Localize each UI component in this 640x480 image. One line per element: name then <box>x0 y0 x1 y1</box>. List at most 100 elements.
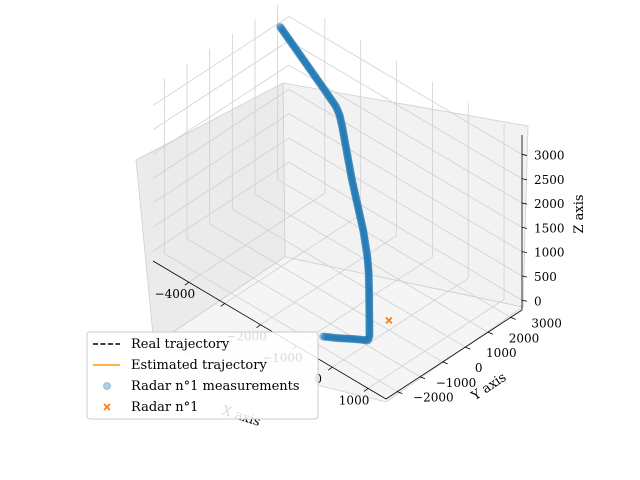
y-tick-label-4: 2000 <box>509 331 540 345</box>
measurement-point-69 <box>334 108 343 117</box>
measurement-point-142 <box>356 215 365 224</box>
measurement-point-68 <box>333 106 342 115</box>
measurement-point-97 <box>343 149 352 158</box>
measurement-point-227 <box>359 335 368 344</box>
measurement-point-219 <box>365 329 374 338</box>
measurement-point-134 <box>354 203 363 212</box>
measurement-point-176 <box>364 265 373 274</box>
measurement-point-49 <box>317 82 326 91</box>
measurement-point-13 <box>287 38 296 47</box>
measurement-point-104 <box>345 160 354 169</box>
y-tick-label-0: −2000 <box>413 391 454 405</box>
measurement-point-6 <box>281 29 290 38</box>
grid-z-left-0 <box>152 161 290 252</box>
measurement-point-242 <box>338 334 347 343</box>
measurement-point-141 <box>356 214 365 223</box>
measurement-point-140 <box>356 212 365 221</box>
measurement-point-170 <box>363 256 372 265</box>
measurement-point-91 <box>341 141 350 150</box>
measurement-point-84 <box>339 130 348 139</box>
measurement-point-56 <box>324 90 333 99</box>
measurement-point-193 <box>365 290 374 299</box>
grid-y-floor-4 <box>254 193 489 333</box>
measurement-point-179 <box>364 269 373 278</box>
measurement-point-240 <box>340 334 349 343</box>
measurement-point-86 <box>340 133 349 142</box>
measurement-point-83 <box>339 129 348 138</box>
measurement-point-129 <box>352 196 361 205</box>
measurement-point-40 <box>310 71 319 80</box>
z-tick-mark-1 <box>521 275 528 278</box>
measurement-point-241 <box>339 334 348 343</box>
radar-x-stroke-2 <box>385 316 393 324</box>
y-tick-mark-4 <box>487 331 494 335</box>
grid-x-floor-4 <box>332 277 469 368</box>
measurement-point-89 <box>341 138 350 147</box>
measurement-point-168 <box>363 254 372 263</box>
measurement-point-153 <box>360 231 369 240</box>
measurement-point-30 <box>301 59 310 68</box>
measurement-point-25 <box>297 53 306 62</box>
measurement-point-136 <box>354 206 363 215</box>
measurement-point-209 <box>365 314 374 323</box>
measurement-point-113 <box>347 173 356 182</box>
z-axis-ticks: 0 500 1000 1500 2000 2500 3000 <box>521 148 565 308</box>
measurement-point-48 <box>317 80 326 89</box>
measurement-point-9 <box>283 33 292 42</box>
x-axis-line <box>152 260 387 400</box>
legend-label-real: Real trajectory <box>131 337 230 352</box>
measurement-point-231 <box>353 335 362 344</box>
grid-z-left-2 <box>152 113 290 204</box>
measurement-point-157 <box>361 237 370 246</box>
measurement-point-8 <box>282 32 291 41</box>
measurement-point-191 <box>365 287 374 296</box>
measurement-point-15 <box>288 40 297 49</box>
measurement-point-66 <box>332 103 341 112</box>
measurement-point-225 <box>362 336 371 345</box>
measurement-point-42 <box>311 73 320 82</box>
measurement-point-11 <box>285 36 294 45</box>
measurement-point-185 <box>364 278 373 287</box>
measurement-point-252 <box>323 333 332 342</box>
measurement-point-199 <box>365 299 374 308</box>
grid-y-floor-2 <box>209 223 443 363</box>
measurement-point-110 <box>346 168 355 177</box>
measurement-point-212 <box>365 318 374 327</box>
axis-lines <box>152 135 523 400</box>
z-tick-mark-3 <box>521 226 528 229</box>
measurement-point-208 <box>365 313 374 322</box>
measurement-point-162 <box>362 245 371 254</box>
measurement-point-0 <box>276 22 285 31</box>
y-axis-line <box>385 309 523 400</box>
y-tick-mark-2 <box>442 361 448 365</box>
grid-z-back-5 <box>288 40 523 180</box>
measurement-point-166 <box>363 251 372 260</box>
measurement-point-175 <box>364 264 373 273</box>
measurement-point-253 <box>322 332 331 341</box>
measurement-point-198 <box>365 298 374 307</box>
measurement-point-151 <box>359 228 368 237</box>
measurement-point-218 <box>365 327 374 336</box>
measurement-point-184 <box>364 277 373 286</box>
x-tick-mark-4 <box>327 366 333 371</box>
measurement-point-167 <box>363 252 372 261</box>
measurement-point-96 <box>342 148 351 157</box>
measurement-point-118 <box>349 180 358 189</box>
measurement-point-171 <box>363 258 372 267</box>
measurement-point-79 <box>338 123 347 132</box>
measurement-point-3 <box>278 26 287 35</box>
legend-label-radar: Radar n°1 <box>131 400 198 415</box>
measurement-point-10 <box>284 34 293 43</box>
measurement-point-224 <box>363 336 372 345</box>
measurement-point-53 <box>321 87 330 96</box>
measurement-point-180 <box>364 271 373 280</box>
measurement-point-197 <box>365 296 374 305</box>
measurement-point-100 <box>343 154 352 163</box>
measurement-point-132 <box>353 201 362 210</box>
grid-z-back-4 <box>288 64 523 204</box>
measurement-point-156 <box>360 236 369 245</box>
measurement-point-46 <box>315 78 324 87</box>
z-tick-label-2: 1000 <box>534 246 565 260</box>
measurement-point-216 <box>365 324 374 333</box>
measurement-point-76 <box>337 118 346 127</box>
